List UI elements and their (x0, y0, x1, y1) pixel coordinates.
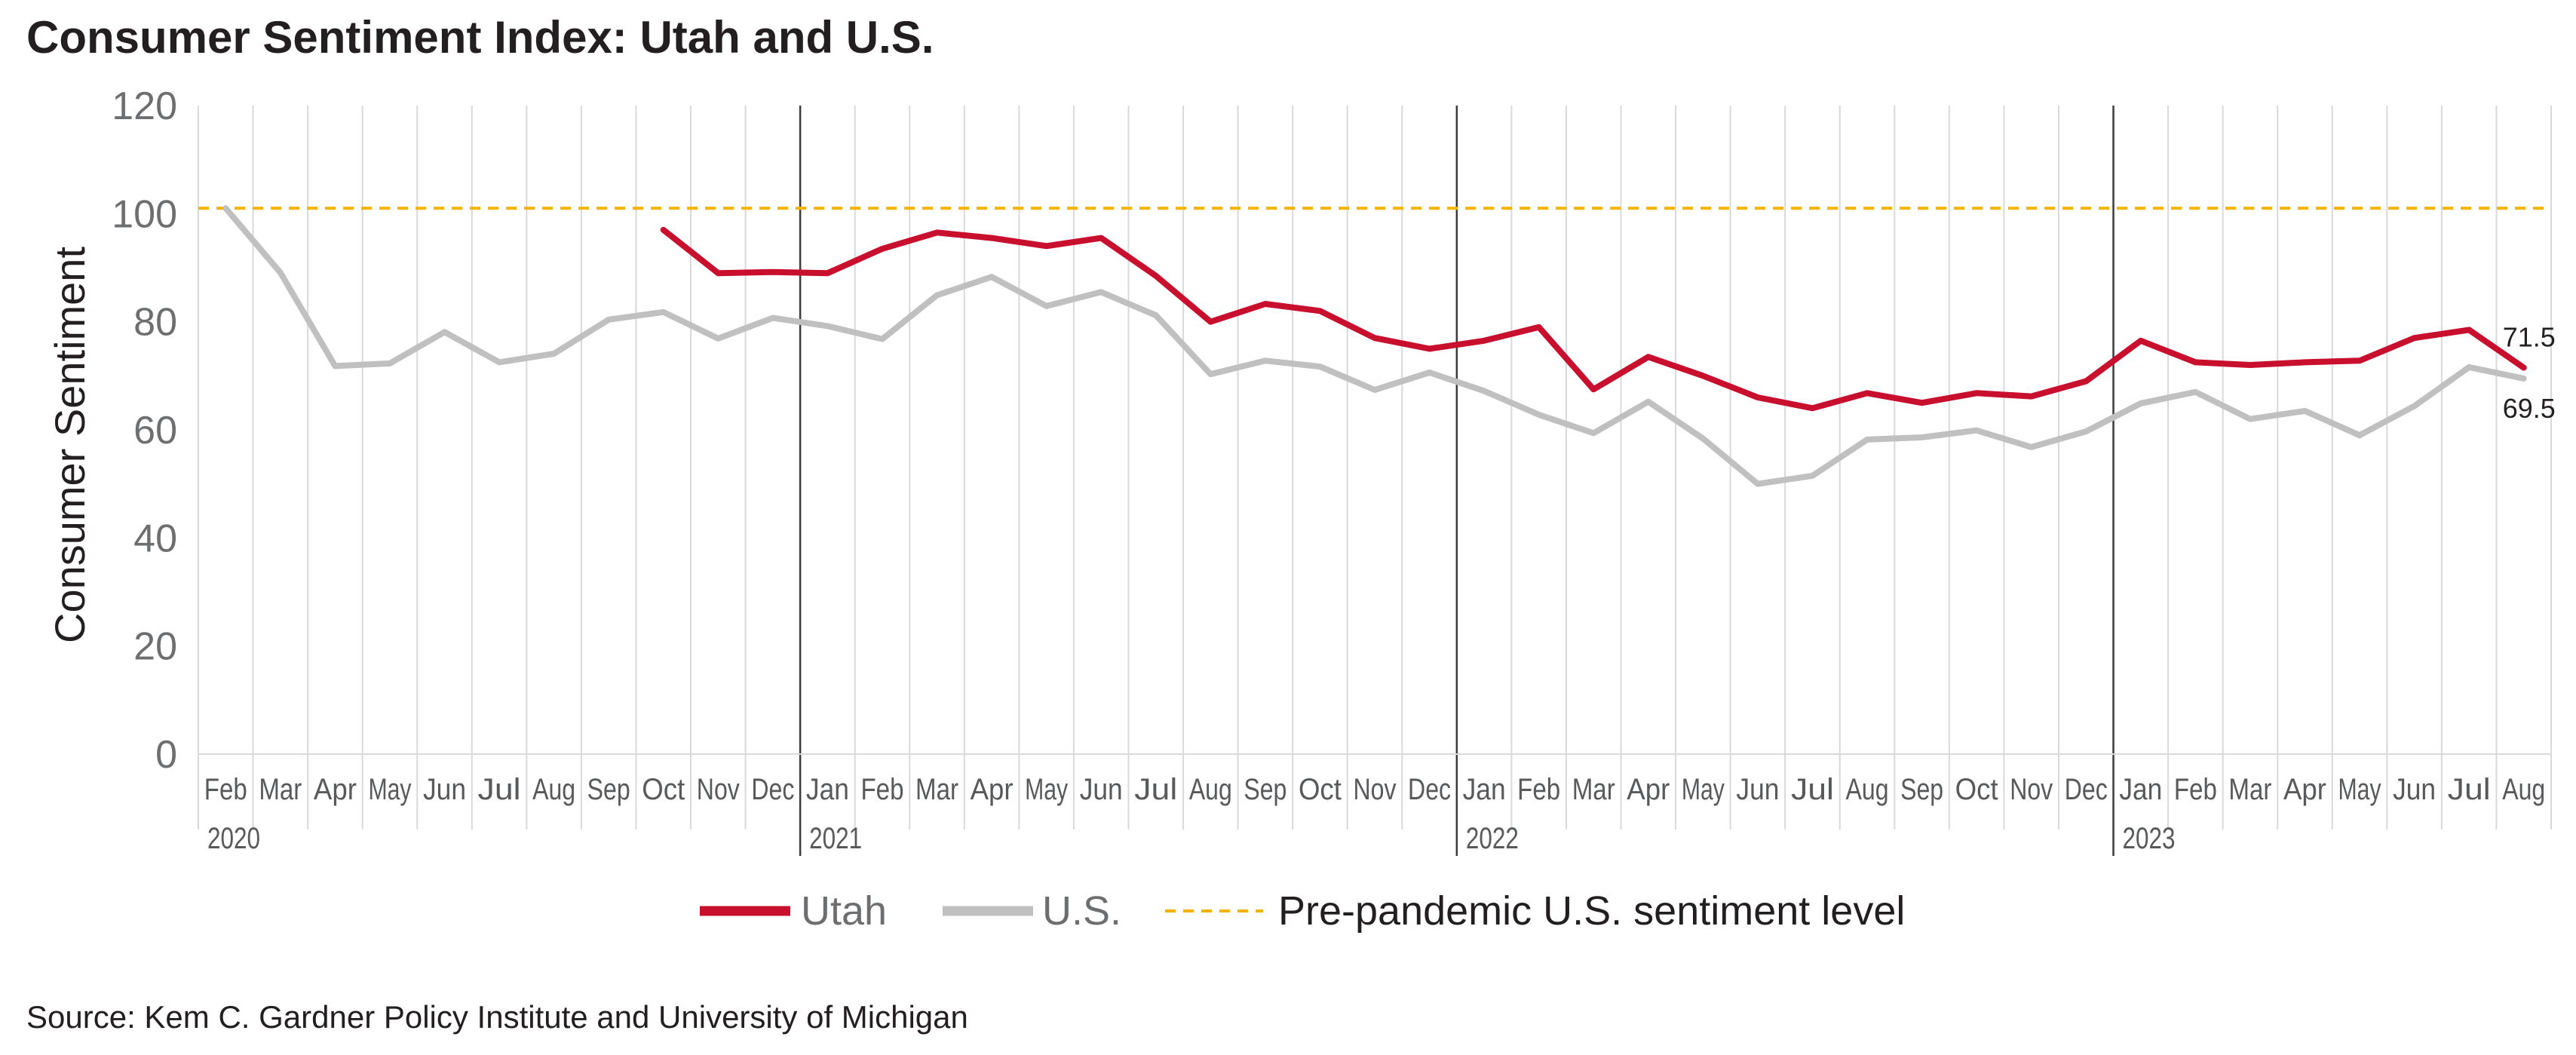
series-layer (222, 205, 2527, 487)
x-tick-label: Apr (2283, 773, 2326, 806)
chart-title: Consumer Sentiment Index: Utah and U.S. (26, 12, 934, 63)
x-year-label: 2020 (207, 822, 260, 855)
x-tick-label: Feb (2174, 773, 2217, 806)
x-tick-label: Oct (1299, 773, 1342, 806)
y-axis-ticks: 0 20 40 60 80 100 120 (112, 84, 177, 777)
x-tick-label: Feb (204, 773, 247, 806)
x-tick-label: May (368, 773, 411, 806)
x-tick-label: Apr (1627, 773, 1670, 806)
x-tick-label: Sep (1244, 773, 1286, 806)
y-tick-label: 120 (112, 84, 177, 128)
x-tick-label: Aug (2502, 773, 2545, 806)
legend-label-utah: Utah (801, 888, 887, 934)
x-tick-label: Apr (314, 773, 357, 806)
data-label-utah: 71.5 (2503, 322, 2556, 353)
x-tick-label: May (1025, 773, 1068, 806)
y-tick-label: 20 (133, 625, 177, 669)
x-tick-label: Jun (1080, 773, 1123, 806)
y-axis-label: Consumer Sentiment (46, 247, 94, 643)
x-tick-label: Jan (806, 773, 849, 806)
series-line-utah (660, 226, 2527, 412)
x-tick-label: Aug (1846, 773, 1889, 806)
annotation-layer: 71.5 69.5 (2503, 322, 2556, 424)
x-tick-label: Nov (1354, 773, 1397, 806)
x-tick-label: Mar (259, 773, 302, 806)
x-tick-label: Jul (478, 773, 521, 806)
x-tick-label: Jan (2119, 773, 2162, 806)
x-tick-label: Dec (751, 773, 794, 806)
x-tick-label: Jun (2393, 773, 2436, 806)
x-tick-label: Oct (1955, 773, 1998, 806)
x-tick-label: Sep (587, 773, 630, 806)
y-tick-label: 100 (112, 192, 177, 236)
x-tick-label: Dec (2065, 773, 2108, 806)
legend-label-us: U.S. (1042, 888, 1121, 934)
x-tick-label: May (2338, 773, 2381, 806)
x-tick-label: Jan (1463, 773, 1506, 806)
x-tick-label: Jul (2448, 773, 2491, 806)
x-tick-label: Oct (642, 773, 685, 806)
grid (198, 106, 2552, 856)
x-tick-label: Nov (697, 773, 740, 806)
x-tick-label: Aug (532, 773, 575, 806)
x-tick-label: Jul (1791, 773, 1834, 806)
x-tick-label: Sep (1900, 773, 1943, 806)
source-note: Source: Kem C. Gardner Policy Institute … (26, 999, 968, 1035)
x-tick-label: Feb (1517, 773, 1560, 806)
x-axis-ticks: Feb Mar Apr May Jun Jul Aug Sep Oct Nov Dec Jan Feb M… (204, 773, 2545, 855)
x-tick-label: Aug (1189, 773, 1232, 806)
series-line-u-s (222, 205, 2527, 487)
x-tick-label: May (1682, 773, 1725, 806)
x-tick-label: Mar (2228, 773, 2271, 806)
y-tick-label: 60 (133, 409, 177, 452)
data-label-us: 69.5 (2503, 393, 2556, 424)
x-year-label: 2021 (809, 822, 862, 855)
y-tick-label: 80 (133, 301, 177, 345)
x-tick-label: Apr (971, 773, 1014, 806)
legend-label-pre-pandemic: Pre-pandemic U.S. sentiment level (1278, 888, 1905, 934)
x-tick-label: Mar (915, 773, 958, 806)
x-year-label: 2022 (1466, 822, 1519, 855)
x-tick-label: Jun (423, 773, 466, 806)
x-year-label: 2023 (2123, 822, 2176, 855)
x-tick-label: Nov (2010, 773, 2053, 806)
x-tick-label: Dec (1408, 773, 1451, 806)
x-tick-label: Mar (1572, 773, 1615, 806)
x-tick-label: Feb (860, 773, 903, 806)
y-tick-label: 40 (133, 517, 177, 560)
legend: Utah U.S. Pre-pandemic U.S. sentiment le… (700, 888, 1905, 934)
y-tick-label: 0 (155, 733, 177, 777)
x-tick-label: Jun (1736, 773, 1779, 806)
x-tick-label: Jul (1134, 773, 1177, 806)
